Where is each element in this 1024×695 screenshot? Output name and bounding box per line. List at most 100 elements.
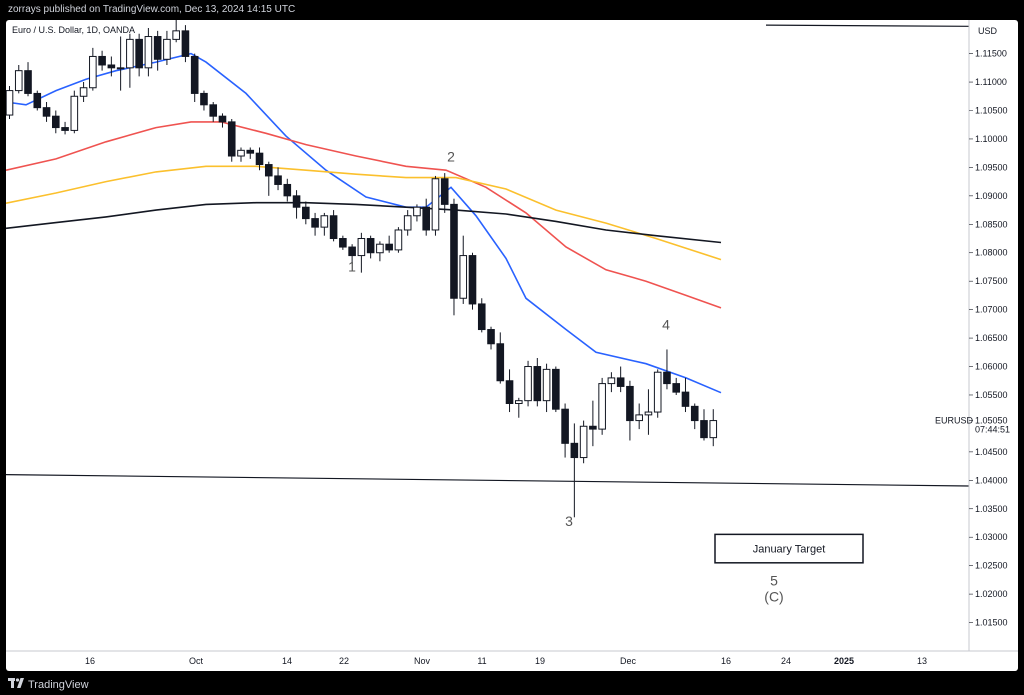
candle[interactable]	[431, 175, 440, 236]
candle[interactable]	[52, 110, 60, 134]
candle[interactable]	[505, 369, 514, 413]
candle[interactable]	[450, 198, 458, 316]
candle[interactable]	[403, 210, 412, 236]
moving-average-line[interactable]	[6, 201, 722, 244]
candle[interactable]	[542, 363, 551, 413]
candle[interactable]	[98, 50, 106, 71]
candle[interactable]	[339, 235, 347, 250]
moving-average-line[interactable]	[6, 121, 722, 309]
candle[interactable]	[274, 167, 282, 191]
candle[interactable]	[33, 90, 42, 111]
candle[interactable]	[135, 33, 143, 77]
candle[interactable]	[209, 101, 218, 122]
candle[interactable]	[320, 212, 329, 236]
candle[interactable]	[144, 28, 153, 77]
candle[interactable]	[366, 235, 375, 259]
candle[interactable]	[422, 198, 430, 236]
target-box[interactable]	[714, 533, 864, 564]
candle[interactable]	[292, 190, 301, 219]
candle[interactable]	[607, 372, 616, 393]
candle[interactable]	[357, 232, 366, 273]
candle-body	[487, 329, 495, 345]
y-tick-label: 1.09000	[975, 191, 1008, 201]
candle-body	[561, 408, 569, 444]
candle[interactable]	[598, 377, 606, 435]
candle[interactable]	[413, 204, 421, 222]
candle[interactable]	[283, 178, 292, 202]
moving-average-line[interactable]	[6, 165, 722, 261]
candle[interactable]	[61, 121, 69, 135]
price-axis[interactable]: USD 1.11500 1.11000 1.10500 1.10000 1.09500 1.…	[935, 20, 1010, 651]
candle[interactable]	[477, 298, 486, 333]
candle-body	[33, 92, 42, 109]
candle[interactable]	[190, 53, 199, 102]
wave-label: 1	[348, 259, 356, 275]
candle[interactable]	[561, 403, 569, 458]
trendline[interactable]	[765, 24, 970, 27]
candle[interactable]	[524, 360, 532, 407]
candle[interactable]	[89, 47, 97, 91]
candle[interactable]	[394, 227, 403, 253]
candle[interactable]	[14, 64, 23, 94]
candle[interactable]	[116, 36, 125, 91]
plot-area[interactable]: 1 2 3 4 5(C) January Target	[6, 20, 970, 605]
candle[interactable]	[468, 252, 477, 310]
candle[interactable]	[672, 377, 681, 395]
candle[interactable]	[302, 201, 310, 225]
candle-body	[98, 55, 106, 66]
candle[interactable]	[459, 235, 468, 304]
y-tick-label: 1.07500	[975, 276, 1008, 286]
candle[interactable]	[440, 173, 449, 213]
candle[interactable]	[487, 326, 495, 350]
candle[interactable]	[515, 397, 523, 418]
candle[interactable]	[329, 210, 338, 242]
candle[interactable]	[264, 161, 273, 196]
candle[interactable]	[700, 409, 708, 441]
candle[interactable]	[181, 25, 190, 63]
candle[interactable]	[348, 244, 356, 265]
candle[interactable]	[690, 403, 699, 430]
chart-panel[interactable]: 1 2 3 4 5 (C) January Target USD 1.11500 1.11000…	[6, 20, 1018, 671]
candle[interactable]	[255, 147, 264, 171]
price-chart[interactable]: 1 2 3 4 5(C) January Target USD 1.11500 1.11000…	[6, 20, 1018, 671]
candle[interactable]	[552, 366, 560, 413]
candle[interactable]	[311, 212, 319, 236]
wave-label: 4	[662, 317, 670, 333]
trendline[interactable]	[6, 474, 970, 487]
candle-body	[626, 385, 634, 422]
candle[interactable]	[570, 423, 579, 518]
candle[interactable]	[709, 409, 718, 447]
candle[interactable]	[579, 420, 588, 464]
candle[interactable]	[376, 241, 384, 262]
candle[interactable]	[79, 82, 88, 102]
candle[interactable]	[107, 56, 116, 77]
candle[interactable]	[6, 86, 14, 120]
candle[interactable]	[24, 62, 32, 97]
candle[interactable]	[237, 147, 245, 162]
candle[interactable]	[681, 377, 690, 413]
candle-body	[366, 238, 375, 254]
candle[interactable]	[653, 369, 662, 418]
candle[interactable]	[218, 113, 227, 128]
candle[interactable]	[496, 332, 505, 384]
candle-body	[653, 371, 662, 413]
candle[interactable]	[644, 389, 653, 435]
candle[interactable]	[42, 101, 51, 122]
time-axis[interactable]: 16 Oct 14 22 Nov 11 19 Dec 16 24 2025 13	[6, 650, 1018, 666]
candle[interactable]	[153, 30, 162, 71]
candle[interactable]	[227, 119, 236, 162]
candle[interactable]	[616, 366, 625, 393]
candle[interactable]	[385, 235, 393, 253]
candle[interactable]	[163, 30, 171, 65]
candle[interactable]	[200, 90, 208, 111]
candle[interactable]	[533, 357, 542, 407]
candle[interactable]	[172, 20, 180, 43]
candle[interactable]	[663, 349, 671, 390]
candle[interactable]	[589, 400, 597, 447]
candle[interactable]	[70, 90, 79, 134]
candle[interactable]	[246, 147, 255, 159]
candle[interactable]	[626, 380, 634, 441]
candle[interactable]	[126, 33, 134, 88]
candle[interactable]	[635, 403, 643, 430]
moving-average-line[interactable]	[6, 52, 722, 394]
